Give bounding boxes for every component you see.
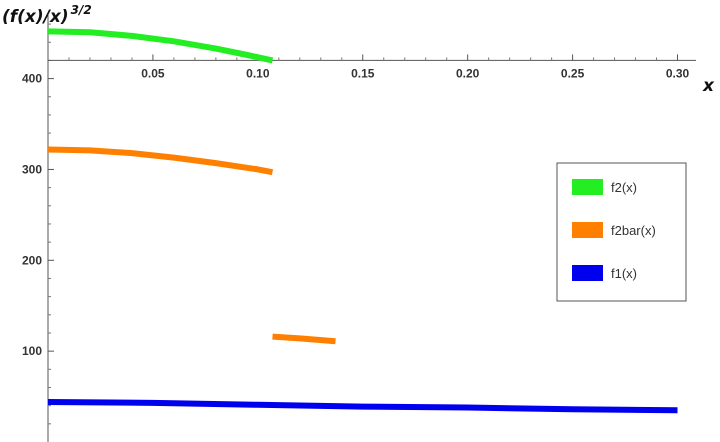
x-axis-label: x — [702, 76, 715, 96]
x-tick-label: 0.10 — [246, 66, 270, 80]
series-line-1-segment-1 — [272, 333, 336, 345]
x-tick-label: 0.25 — [561, 66, 585, 80]
x-axis: 0.05 0.10 0.15 0.20 0.25 0.30 — [48, 54, 696, 80]
y-tick-label: 100 — [22, 344, 42, 358]
x-tick-label: 0.15 — [351, 66, 375, 80]
series-lines — [47, 28, 678, 414]
y-tick-label: 200 — [22, 253, 42, 267]
series-line-0-segment-0 — [47, 28, 274, 64]
legend-label: f2bar(x) — [611, 223, 656, 238]
y-tick-label: 400 — [22, 72, 42, 86]
legend-label: f1(x) — [611, 266, 637, 281]
y-axis-label-base: (f(x)/x) — [2, 7, 69, 27]
legend-label: f2(x) — [611, 180, 637, 195]
x-tick-label: 0.30 — [666, 66, 690, 80]
series-line-2-segment-0 — [47, 399, 678, 414]
y-axis-label-exponent: 3/2 — [71, 3, 92, 17]
y-tick-label: 300 — [22, 162, 42, 176]
legend-swatch — [572, 265, 603, 281]
x-tick-label: 0.05 — [141, 66, 165, 80]
legend-swatch — [572, 179, 603, 195]
legend-swatch — [572, 222, 603, 238]
series-line-1-segment-0 — [47, 146, 274, 176]
y-axis: 100 200 300 400 — [22, 15, 54, 442]
legend: f2(x) f2bar(x) f1(x) — [556, 162, 687, 302]
x-tick-label: 0.20 — [456, 66, 480, 80]
y-axis-label: (f(x)/x) 3/2 — [2, 3, 92, 27]
